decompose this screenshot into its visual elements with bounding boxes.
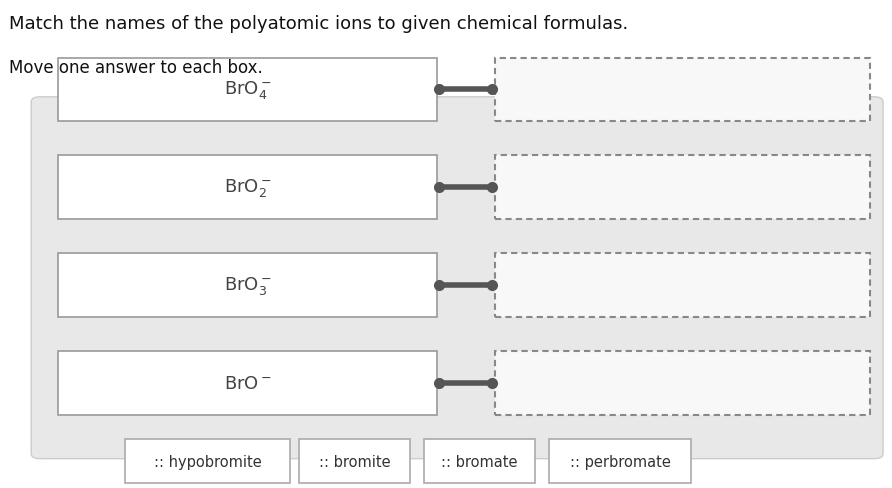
FancyBboxPatch shape <box>58 351 437 415</box>
Text: :: bromite: :: bromite <box>318 454 391 468</box>
FancyBboxPatch shape <box>495 59 870 122</box>
Text: Move one answer to each box.: Move one answer to each box. <box>9 59 262 77</box>
FancyBboxPatch shape <box>495 351 870 415</box>
FancyBboxPatch shape <box>549 439 691 483</box>
Text: BrO$_4^-$: BrO$_4^-$ <box>224 80 271 101</box>
FancyBboxPatch shape <box>58 156 437 220</box>
Text: BrO$^-$: BrO$^-$ <box>224 374 271 392</box>
Text: BrO$_2^-$: BrO$_2^-$ <box>224 177 271 199</box>
Text: :: perbromate: :: perbromate <box>569 454 671 468</box>
Text: Match the names of the polyatomic ions to given chemical formulas.: Match the names of the polyatomic ions t… <box>9 15 628 33</box>
FancyBboxPatch shape <box>31 98 883 459</box>
Text: :: bromate: :: bromate <box>442 454 517 468</box>
FancyBboxPatch shape <box>125 439 290 483</box>
FancyBboxPatch shape <box>495 254 870 317</box>
FancyBboxPatch shape <box>58 59 437 122</box>
Text: :: hypobromite: :: hypobromite <box>153 454 261 468</box>
FancyBboxPatch shape <box>299 439 410 483</box>
Text: BrO$_3^-$: BrO$_3^-$ <box>224 275 271 296</box>
FancyBboxPatch shape <box>495 156 870 220</box>
FancyBboxPatch shape <box>58 254 437 317</box>
FancyBboxPatch shape <box>424 439 535 483</box>
